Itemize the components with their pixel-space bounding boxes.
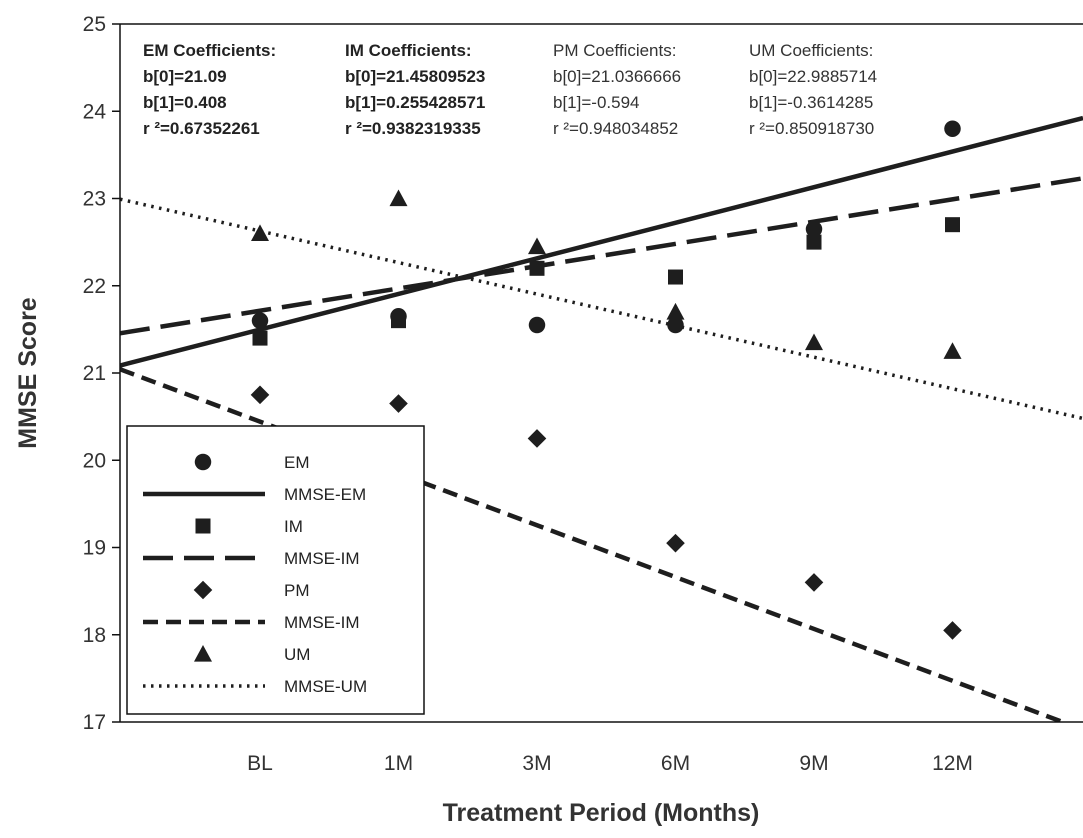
point-im-1m xyxy=(391,313,406,329)
point-um-1m xyxy=(389,189,408,207)
point-im-3m xyxy=(529,260,545,276)
y-tick-label: 17 xyxy=(83,711,106,734)
coef-title: UM Coefficients: xyxy=(749,41,873,60)
coef-b1: b[1]=-0.594 xyxy=(553,93,640,112)
x-tick-label: 1M xyxy=(384,752,413,775)
coef-r2: r ²=0.67352261 xyxy=(143,119,260,138)
x-tick-label: 3M xyxy=(522,752,551,775)
coefficient-blocks: EM Coefficients: b[0]=21.09 b[1]=0.408 r ²=… xyxy=(143,41,877,138)
point-pm-bl xyxy=(250,385,270,405)
coef-r2: r ²=0.9382319335 xyxy=(345,119,481,138)
y-tick-label: 19 xyxy=(83,537,106,560)
data-points xyxy=(250,120,962,640)
y-tick-label: 25 xyxy=(83,13,106,36)
legend-label: IM xyxy=(284,517,303,536)
legend-label: EM xyxy=(284,453,310,472)
point-pm-9m xyxy=(804,573,824,592)
point-um-6m xyxy=(666,302,685,320)
y-axis-title: MMSE Score xyxy=(14,297,42,449)
coef-b0: b[0]=21.09 xyxy=(143,67,227,86)
legend-label: PM xyxy=(284,581,310,600)
point-um-12m xyxy=(943,342,962,359)
point-em-6m xyxy=(667,316,684,334)
coef-b1: b[1]=-0.3614285 xyxy=(749,93,873,112)
legend-symbol-diamond xyxy=(193,580,213,600)
legend: EM MMSE-EM IM MMSE-IM PM MMSE-IM UM MMSE-UM xyxy=(126,425,425,715)
x-tick-label: 12M xyxy=(932,752,973,775)
point-em-9m xyxy=(805,220,823,238)
legend-label: UM xyxy=(284,645,310,664)
x-tick-label: BL xyxy=(247,752,273,775)
point-em-bl xyxy=(251,312,269,329)
point-im-6m xyxy=(668,269,683,285)
y-tick-label: 22 xyxy=(83,275,106,298)
point-pm-12m xyxy=(943,621,962,640)
fit-line-0 xyxy=(120,115,1083,368)
legend-label: MMSE-IM xyxy=(284,613,360,632)
x-tick-label: 6M xyxy=(661,752,690,775)
y-tick-label: 23 xyxy=(83,188,106,211)
point-em-3m xyxy=(528,316,546,334)
legend-symbol-triangle xyxy=(194,645,212,662)
coef-b0: b[0]=22.9885714 xyxy=(749,67,877,86)
x-axis-title: Treatment Period (Months) xyxy=(443,799,760,827)
point-pm-3m xyxy=(527,429,547,448)
legend-symbol-square xyxy=(195,518,211,534)
legend-label: MMSE-UM xyxy=(284,677,367,696)
legend-label: MMSE-EM xyxy=(284,485,366,504)
legend-symbol-circle xyxy=(194,453,212,471)
x-tick-label: 9M xyxy=(799,752,828,775)
point-um-3m xyxy=(528,237,546,255)
point-im-9m xyxy=(806,234,822,250)
axes: 17 18 19 20 21 22 23 24 25 BL 1M 3M 6M 9M 12M xyxy=(83,13,1083,775)
fit-line-1 xyxy=(120,176,1083,336)
point-um-bl xyxy=(251,224,269,242)
coef-b0: b[0]=21.45809523 xyxy=(345,67,485,86)
legend-label: MMSE-IM xyxy=(284,549,360,568)
coef-b1: b[1]=0.408 xyxy=(143,93,227,112)
point-um-9m xyxy=(805,333,823,351)
point-pm-1m xyxy=(389,394,408,413)
point-im-12m xyxy=(945,217,960,233)
coef-b1: b[1]=0.255428571 xyxy=(345,93,485,112)
point-em-12m xyxy=(944,120,961,137)
point-im-bl xyxy=(252,330,268,346)
coef-r2: r ²=0.948034852 xyxy=(553,119,678,138)
coef-r2: r ²=0.850918730 xyxy=(749,119,874,138)
y-tick-label: 18 xyxy=(83,624,106,647)
coef-title: EM Coefficients: xyxy=(143,41,276,60)
coef-b0: b[0]=21.0366666 xyxy=(553,67,681,86)
y-tick-label: 21 xyxy=(83,362,106,385)
y-tick-label: 20 xyxy=(83,449,106,472)
point-pm-6m xyxy=(666,533,685,553)
y-tick-label: 24 xyxy=(83,100,107,123)
coef-title: PM Coefficients: xyxy=(553,41,676,60)
coef-title: IM Coefficients: xyxy=(345,41,472,60)
legend-box xyxy=(126,425,425,715)
